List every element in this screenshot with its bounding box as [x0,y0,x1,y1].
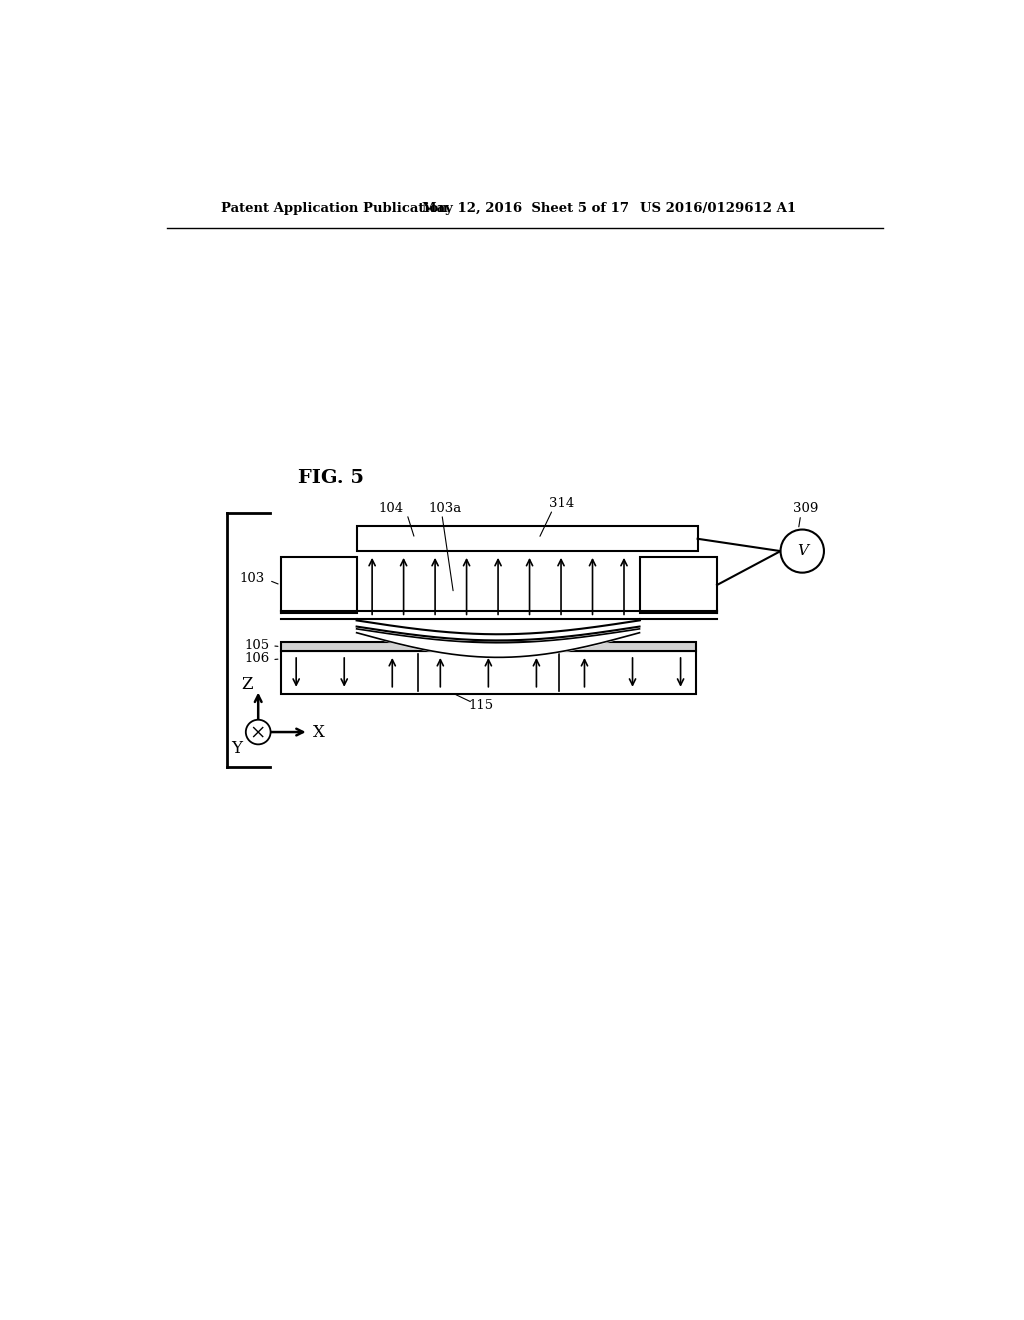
Text: V: V [797,544,808,558]
Text: 106: 106 [245,652,270,665]
Text: 309: 309 [794,502,819,515]
Bar [640,557,717,612]
Text: 115: 115 [468,698,494,711]
Text: FIG. 5: FIG. 5 [299,469,365,487]
Text: X: X [312,723,325,741]
Text: 103a: 103a [429,502,462,515]
Bar [356,527,697,552]
Bar [281,642,696,651]
Bar [281,651,696,693]
Text: Z: Z [242,676,253,693]
Text: 314: 314 [549,496,574,510]
Text: 105: 105 [245,639,270,652]
Text: 104: 104 [378,502,403,515]
Text: 103: 103 [240,572,265,585]
Text: May 12, 2016  Sheet 5 of 17: May 12, 2016 Sheet 5 of 17 [423,202,630,215]
Text: Y: Y [231,741,242,758]
Text: Patent Application Publication: Patent Application Publication [221,202,447,215]
Bar [281,557,356,612]
Circle shape [780,529,824,573]
Text: US 2016/0129612 A1: US 2016/0129612 A1 [640,202,796,215]
Circle shape [246,719,270,744]
